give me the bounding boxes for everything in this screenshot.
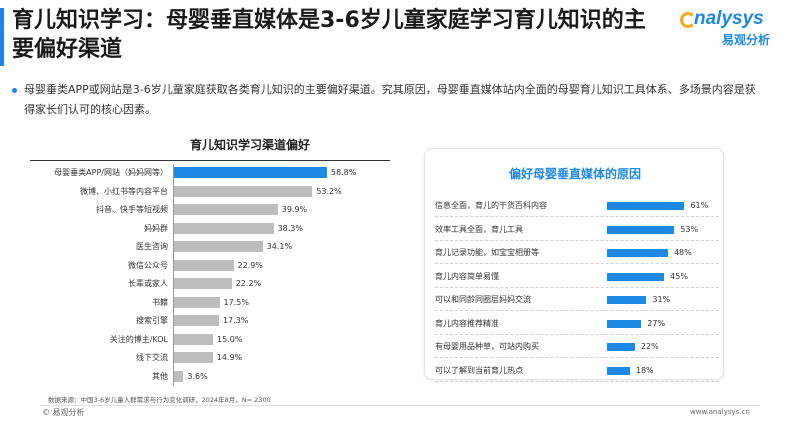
right-chart-value-label: 61% — [690, 201, 709, 210]
right-chart-value-label: 18% — [635, 365, 654, 375]
left-chart-title-underline — [30, 160, 390, 161]
right-chart-row: 效率工具全面，育儿工具 53% — [435, 219, 719, 241]
page-title: 育儿知识学习：母婴垂直媒体是3-6岁儿童家庭学习育儿知识的主要偏好渠道 — [12, 8, 646, 62]
left-chart-value-label: 39.9% — [281, 205, 308, 214]
left-chart-row: 母婴垂类APP/网站（妈妈网等） 58.8% — [0, 166, 400, 179]
right-chart-category-label: 育儿内容推荐精准 — [435, 318, 499, 328]
left-chart-category-label: 微博、小红书等内容平台 — [80, 186, 168, 196]
right-chart-category-label: 信息全面，育儿的干货百科内容 — [435, 201, 547, 210]
right-chart-value-label: 22% — [640, 342, 659, 351]
left-chart-category-label: 长辈或家人 — [128, 279, 168, 288]
left-chart-bar — [174, 222, 274, 234]
data-source-note: 数据来源：中国3-6岁儿童人群需求与行为变化调研，2024年8月，N= 2300 — [48, 396, 271, 404]
left-chart-row: 线下交流 14.9% — [0, 351, 400, 364]
left-chart-value-label: 34.1% — [266, 242, 293, 251]
right-chart-bar — [607, 319, 642, 328]
left-chart-category-label: 线下交流 — [136, 353, 168, 362]
left-chart-row: 医生咨询 34.1% — [0, 240, 400, 253]
left-chart-category-label: 母婴垂类APP/网站（妈妈网等） — [54, 168, 168, 177]
left-chart-value-label: 58.8% — [330, 168, 357, 177]
left-chart-value-label: 17.5% — [223, 297, 249, 307]
right-chart-row: 育儿记录功能，如宝宝相册等 48% — [435, 242, 719, 264]
description-text: 母婴垂类APP或网站是3-6岁儿童家庭获取各类育儿知识的主要偏好渠道。究其原因，… — [24, 83, 756, 116]
left-chart-bar — [174, 370, 184, 382]
right-chart-row: 可以和同龄同圈层妈妈交流 31% — [435, 289, 719, 311]
left-chart-bar — [174, 278, 232, 289]
left-chart-bar — [174, 315, 219, 326]
left-chart-value-label: 15.0% — [217, 334, 243, 344]
left-chart-row: 关注的博主/KOL 15.0% — [0, 333, 400, 346]
right-chart-title: 偏好母婴垂直媒体的原因 — [508, 167, 641, 181]
left-chart-category-label: 微信公众号 — [128, 260, 168, 270]
left-chart-category-label: 妈妈群 — [144, 223, 168, 233]
right-chart-bar — [607, 225, 675, 234]
left-chart-value-label: 17.3% — [222, 316, 249, 325]
left-chart-bar — [174, 167, 327, 178]
right-chart-row: 可以了解到当前育儿热点 18% — [435, 360, 719, 382]
right-chart-category-label: 有母婴用品种草，可站内购买 — [435, 342, 539, 351]
right-chart-value-label: 45% — [670, 271, 688, 281]
left-chart-category-label: 搜索引擎 — [136, 316, 168, 325]
right-chart-value-label: 27% — [647, 318, 666, 328]
left-chart-axis — [173, 164, 174, 386]
logo-sub-text: 易观分析 — [722, 33, 771, 47]
left-chart-value-label: 14.9% — [216, 353, 243, 362]
channel-preference-chart: 母婴垂类APP/网站（妈妈网等） 58.8% 微博、小红书等内容平台 53.2% 抖音、… — [0, 164, 400, 390]
right-chart-bar — [607, 272, 665, 281]
left-chart-category-label: 书籍 — [152, 297, 168, 307]
logo-a-icon — [680, 12, 696, 28]
left-chart-value-label: 38.3% — [277, 223, 303, 233]
left-chart-bar — [174, 241, 263, 252]
left-chart-bar — [174, 259, 234, 271]
left-chart-bar — [174, 333, 213, 345]
left-chart-category-label: 抖音、快手等短视频 — [96, 205, 168, 214]
left-chart-category-label: 关注的博主/KOL — [109, 334, 168, 344]
right-chart-bar — [607, 202, 685, 210]
right-chart-value-label: 31% — [652, 295, 671, 304]
analysys-logo: nalysys 易观分析 — [680, 8, 790, 48]
left-chart-category-label: 医生咨询 — [136, 242, 168, 251]
left-chart-value-label: 22.2% — [235, 279, 262, 288]
logo-brand-text: nalysys — [694, 8, 764, 29]
right-chart-bar — [607, 366, 630, 375]
left-chart-row: 搜索引擎 17.3% — [0, 314, 400, 327]
right-chart-value-label: 53% — [680, 224, 699, 234]
left-chart-category-label: 其他 — [152, 371, 168, 381]
right-chart-category-label: 育儿记录功能，如宝宝相册等 — [435, 248, 539, 257]
left-chart-bar — [174, 204, 278, 215]
left-chart-value-label: 3.6% — [187, 371, 208, 381]
right-chart-row: 育儿内容推荐精准 27% — [435, 313, 719, 335]
right-chart-row: 有母婴用品种草，可站内购买 22% — [435, 336, 719, 358]
right-chart-value-label: 48% — [673, 248, 692, 257]
left-chart-row: 妈妈群 38.3% — [0, 222, 400, 235]
left-chart-bar — [174, 185, 313, 197]
footer-url: www.analysys.cn — [690, 408, 750, 416]
left-chart-row: 书籍 17.5% — [0, 296, 400, 309]
right-chart-category-label: 效率工具全面，育儿工具 — [435, 224, 523, 234]
footer-divider — [40, 405, 760, 406]
left-chart-row: 抖音、快手等短视频 39.9% — [0, 203, 400, 216]
left-chart-bar — [174, 352, 213, 363]
right-chart-category-label: 可以了解到当前育儿热点 — [435, 365, 523, 375]
right-chart-row: 信息全面，育儿的干货百科内容 61% — [435, 195, 719, 217]
left-chart-title: 育儿知识学习渠道偏好 — [189, 138, 310, 152]
bullet-icon — [12, 88, 17, 93]
right-chart-category-label: 可以和同龄同圈层妈妈交流 — [435, 295, 531, 304]
left-chart-value-label: 53.2% — [316, 186, 342, 196]
left-chart-bar — [174, 296, 220, 308]
right-chart-bar — [607, 343, 635, 351]
right-chart-row: 育儿内容简单易懂 45% — [435, 266, 719, 288]
left-chart-row: 其他 3.6% — [0, 370, 400, 383]
left-chart-row: 微信公众号 22.9% — [0, 259, 400, 272]
left-chart-row: 长辈或家人 22.2% — [0, 277, 400, 290]
left-chart-value-label: 22.9% — [237, 260, 263, 270]
right-chart-bar — [607, 249, 668, 257]
right-chart-category-label: 育儿内容简单易懂 — [435, 271, 499, 281]
left-chart-row: 微博、小红书等内容平台 53.2% — [0, 185, 400, 198]
title-accent-bar — [0, 8, 4, 66]
reasons-panel: 偏好母婴垂直媒体的原因 信息全面，育儿的干货百科内容 61% 效率工具全面，育儿工具… — [424, 148, 724, 382]
footer-copyright: © 易观分析 — [42, 408, 85, 417]
right-chart-bar — [607, 296, 647, 304]
